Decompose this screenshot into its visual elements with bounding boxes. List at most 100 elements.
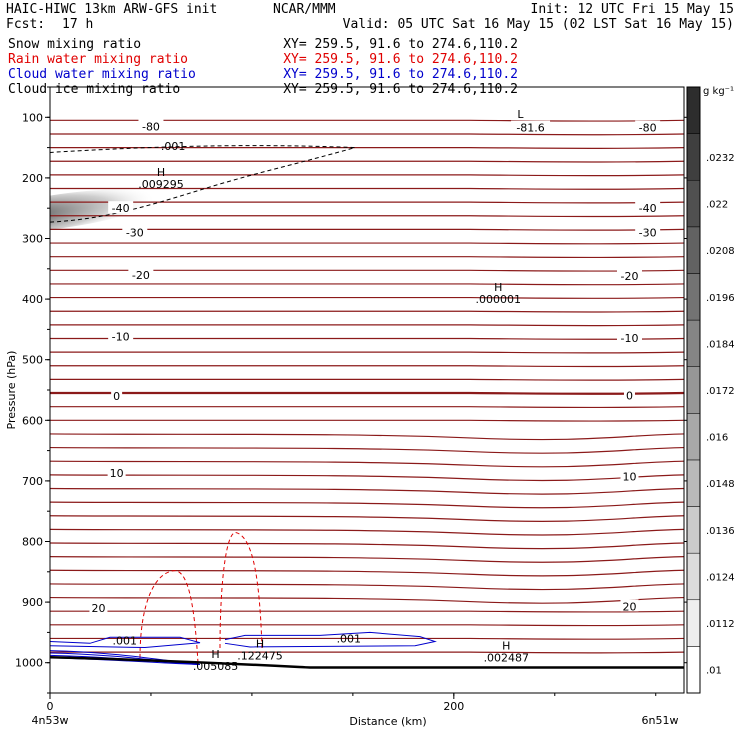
temperature-label: 10 [622, 471, 636, 484]
extremum-mark: H [502, 639, 510, 652]
temperature-label: -40 [639, 202, 657, 215]
valid-time: Valid: 05 UTC Sat 16 May 15 (02 LST Sat … [343, 17, 734, 32]
field-name: Cloud water mixing ratio [8, 67, 196, 82]
y-tick-label: 400 [22, 293, 43, 306]
colorbar-tick-label: .0184 [706, 339, 735, 350]
temperature-label-bg [511, 120, 551, 133]
isotherm-line [50, 242, 684, 245]
isotherm-line [50, 160, 684, 163]
temperature-label: 0 [113, 390, 120, 403]
temperature-label: -40 [112, 202, 130, 215]
x-tick-label: 0 [47, 700, 54, 713]
temperature-label: -20 [132, 269, 150, 282]
temperature-label: -30 [639, 226, 657, 239]
isotherm-line [50, 460, 684, 468]
temperature-label-bg [635, 225, 661, 238]
cloud-water-contour [50, 636, 201, 649]
temperature-label-bg [89, 601, 108, 614]
isotherm-line [50, 351, 684, 354]
colorbar-segment [686, 273, 701, 321]
isotherm-line [50, 446, 684, 454]
terrain-line [50, 655, 684, 669]
temperature-label: -80 [639, 122, 657, 135]
isotherm-line [50, 133, 684, 136]
colorbar-segment [686, 179, 701, 228]
temperature-label: 20 [91, 602, 105, 615]
isotherm-line [50, 310, 684, 313]
isotherm-line [50, 364, 684, 368]
colorbar-tick-label: .01 [706, 666, 722, 677]
isotherm-line [50, 187, 684, 190]
extremum-mark: H [256, 638, 264, 651]
isotherm-line [50, 528, 684, 536]
temperature-label-bg [623, 388, 635, 401]
temperature-label-bg [122, 225, 148, 238]
temperature-label-bg [108, 201, 134, 214]
colorbar-unit: g kg⁻¹ [703, 86, 734, 97]
isotherm-line [50, 173, 684, 177]
isotherm-line [50, 255, 684, 259]
figure-title: HAIC-HIWC 13km ARW-GFS init [6, 2, 217, 17]
colorbar-segment [686, 366, 701, 414]
temperature-label: -10 [620, 332, 638, 345]
isotherm-line [50, 569, 684, 577]
colorbar-segment [686, 319, 701, 367]
isotherm-line [50, 337, 684, 340]
snow-contour [50, 145, 356, 223]
isotherm-line [50, 596, 684, 604]
isotherm-line [50, 228, 684, 231]
colorbar-segment [686, 226, 701, 274]
y-axis-label: Pressure (hPa) [5, 351, 18, 430]
field-name: Cloud ice mixing ratio [8, 82, 180, 97]
extremum-value: .000001 [475, 293, 521, 306]
y-tick-label: 1000 [15, 657, 43, 670]
temperature-label-bg [111, 389, 123, 402]
colorbar-segment [686, 506, 701, 554]
isotherm-line [50, 391, 684, 395]
temperature-label: -10 [112, 331, 130, 344]
temperature-label-bg [138, 119, 164, 132]
extremum-value: .122475 [237, 650, 283, 663]
colorbar-segment [686, 86, 701, 134]
rain-contour [139, 570, 199, 664]
temperature-label: 20 [622, 600, 636, 613]
y-tick-label: 200 [22, 172, 43, 185]
y-tick-label: 800 [22, 536, 43, 549]
temperature-label-bg [108, 329, 134, 342]
forecast-label: Fcst: [6, 17, 45, 32]
temperature-label: -81.6 [516, 122, 544, 135]
colorbar-segment [686, 133, 701, 181]
temperature-label-bg [107, 466, 126, 479]
temperature-label: 10 [110, 467, 124, 480]
y-tick-label: 600 [22, 414, 43, 427]
colorbar-segment [686, 599, 701, 647]
temperature-label-bg [635, 120, 661, 133]
isotherm-line [50, 296, 684, 299]
isotherm-line [50, 433, 684, 441]
y-tick-label: 300 [22, 233, 43, 246]
colorbar-tick-label: .0232 [706, 153, 735, 164]
colorbar-tick-label: .0112 [706, 619, 735, 630]
colorbar-tick-label: .0148 [706, 479, 735, 490]
field-name: Snow mixing ratio [8, 37, 141, 52]
colorbar-tick-label: .0124 [706, 572, 735, 583]
isotherm-line [50, 405, 684, 409]
field-xy: XY= 259.5, 91.6 to 274.6,110.2 [283, 67, 518, 82]
colorbar-segment [686, 413, 701, 461]
field-xy: XY= 259.5, 91.6 to 274.6,110.2 [283, 37, 518, 52]
left-endpoint: 4n53w [32, 714, 69, 727]
colorbar-frame [686, 86, 701, 694]
forecast-hour: 17 h [62, 17, 93, 32]
field-name: Rain water mixing ratio [8, 52, 188, 67]
isotherm-line [50, 637, 684, 640]
temperature-label-bg [635, 201, 661, 214]
x-axis-label: Distance (km) [349, 715, 426, 728]
temperature-label-bg [620, 599, 639, 612]
extremum-mark: H [211, 648, 219, 661]
colorbar-tick-label: .016 [706, 433, 728, 444]
organization: NCAR/MMM [273, 2, 336, 17]
extremum-value: .009295 [138, 178, 184, 191]
colorbar-tick-label: .0172 [706, 386, 735, 397]
y-tick-label: 900 [22, 596, 43, 609]
temperature-label: -30 [126, 226, 144, 239]
